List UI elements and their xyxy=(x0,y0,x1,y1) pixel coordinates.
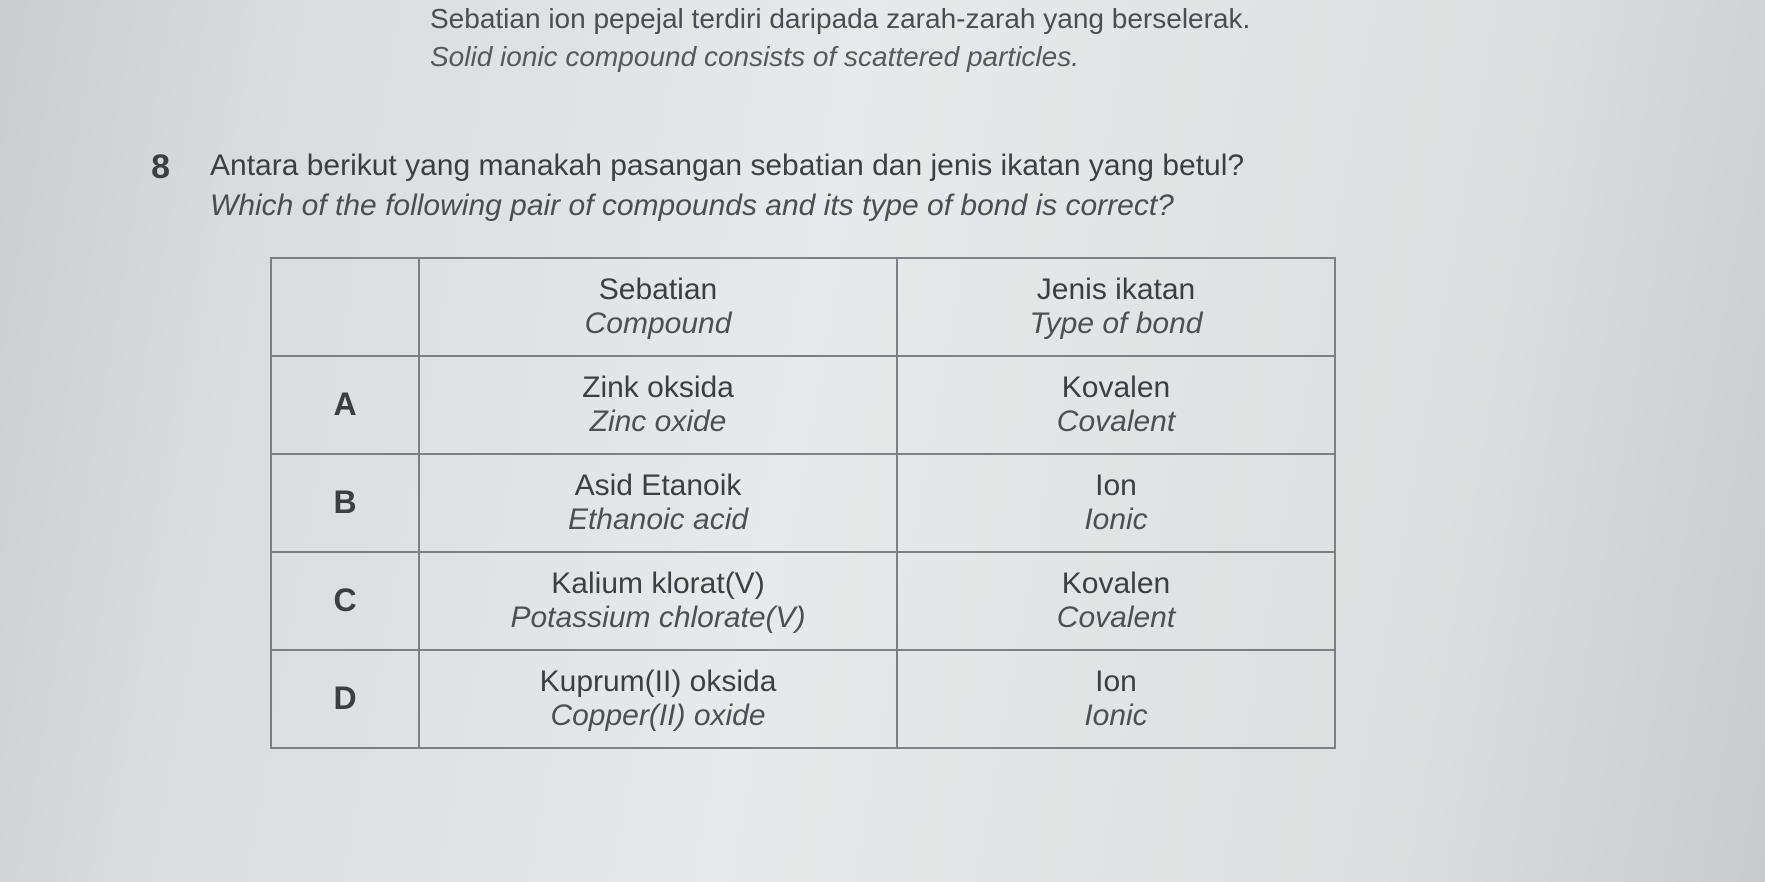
option-bond: Ion Ionic xyxy=(897,454,1335,552)
compound-en: Copper(II) oxide xyxy=(448,699,868,733)
option-letter: C xyxy=(271,552,419,650)
question-my: Antara berikut yang manakah pasangan seb… xyxy=(210,146,1244,187)
header-compound: Sebatian Compound xyxy=(419,258,897,356)
compound-en: Potassium chlorate(V) xyxy=(448,601,868,635)
option-compound: Zink oksida Zinc oxide xyxy=(419,356,897,454)
intro-line-en: Solid ionic compound consists of scatter… xyxy=(430,38,1725,76)
option-letter: A xyxy=(271,356,419,454)
answer-table: Sebatian Compound Jenis ikatan Type of b… xyxy=(270,257,1336,749)
bond-en: Ionic xyxy=(926,503,1306,537)
option-bond: Kovalen Covalent xyxy=(897,552,1335,650)
bond-my: Ion xyxy=(926,469,1306,503)
option-bond: Ion Ionic xyxy=(897,650,1335,748)
header-blank xyxy=(271,258,419,356)
option-bond: Kovalen Covalent xyxy=(897,356,1335,454)
compound-en: Ethanoic acid xyxy=(448,503,868,537)
bond-my: Ion xyxy=(926,665,1306,699)
compound-my: Kuprum(II) oksida xyxy=(448,665,868,699)
table-row: A Zink oksida Zinc oxide Kovalen Covalen… xyxy=(271,356,1335,454)
question-text: Antara berikut yang manakah pasangan seb… xyxy=(210,146,1244,227)
option-compound: Kalium klorat(V) Potassium chlorate(V) xyxy=(419,552,897,650)
answer-table-wrap: Sebatian Compound Jenis ikatan Type of b… xyxy=(270,257,1725,749)
compound-my: Kalium klorat(V) xyxy=(448,567,868,601)
question-row: 8 Antara berikut yang manakah pasangan s… xyxy=(0,146,1725,227)
page: Sebatian ion pepejal terdiri daripada za… xyxy=(0,0,1765,749)
option-letter: D xyxy=(271,650,419,748)
bond-en: Covalent xyxy=(926,601,1306,635)
option-letter: B xyxy=(271,454,419,552)
bond-en: Covalent xyxy=(926,405,1306,439)
bond-en: Ionic xyxy=(926,699,1306,733)
table-row: C Kalium klorat(V) Potassium chlorate(V)… xyxy=(271,552,1335,650)
table-row: D Kuprum(II) oksida Copper(II) oxide Ion… xyxy=(271,650,1335,748)
question-number: 8 xyxy=(0,146,210,187)
option-compound: Kuprum(II) oksida Copper(II) oxide xyxy=(419,650,897,748)
header-compound-my: Sebatian xyxy=(448,273,868,307)
header-bond: Jenis ikatan Type of bond xyxy=(897,258,1335,356)
bond-my: Kovalen xyxy=(926,371,1306,405)
table-row: B Asid Etanoik Ethanoic acid Ion Ionic xyxy=(271,454,1335,552)
header-bond-en: Type of bond xyxy=(926,307,1306,341)
intro-block: Sebatian ion pepejal terdiri daripada za… xyxy=(430,0,1725,76)
compound-en: Zinc oxide xyxy=(448,405,868,439)
compound-my: Asid Etanoik xyxy=(448,469,868,503)
intro-line-my: Sebatian ion pepejal terdiri daripada za… xyxy=(430,0,1725,38)
question-en: Which of the following pair of compounds… xyxy=(210,186,1244,227)
header-compound-en: Compound xyxy=(448,307,868,341)
compound-my: Zink oksida xyxy=(448,371,868,405)
table-header-row: Sebatian Compound Jenis ikatan Type of b… xyxy=(271,258,1335,356)
header-bond-my: Jenis ikatan xyxy=(926,273,1306,307)
bond-my: Kovalen xyxy=(926,567,1306,601)
option-compound: Asid Etanoik Ethanoic acid xyxy=(419,454,897,552)
